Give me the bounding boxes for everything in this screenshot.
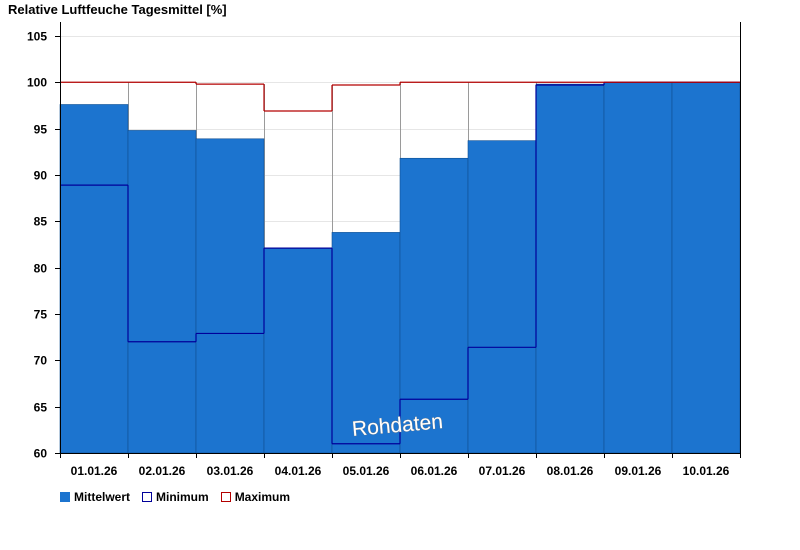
bar-mittelwert (671, 81, 741, 454)
x-tick-label: 02.01.26 (139, 464, 186, 478)
legend-label-mittelwert: Mittelwert (74, 490, 131, 504)
bar-mittelwert (467, 140, 537, 454)
x-tick-label: 07.01.26 (479, 464, 526, 478)
x-tick-label: 10.01.26 (683, 464, 730, 478)
y-tick-labels: 60 65 70 75 80 85 90 95 100 105 (27, 30, 47, 461)
bar-mittelwert (195, 138, 265, 454)
bar-mittelwert (263, 247, 333, 454)
legend-swatch-minimum (142, 492, 153, 502)
legend-label-maximum: Maximum (234, 490, 291, 504)
legend-label-minimum: Minimum (156, 490, 209, 504)
legend-swatch-maximum (220, 492, 231, 502)
legend: Mittelwert Minimum Maximum (60, 490, 290, 504)
bar-mittelwert (399, 157, 469, 454)
x-tick-label: 05.01.26 (343, 464, 390, 478)
legend-item-mittelwert: Mittelwert (60, 490, 130, 504)
y-tick-label: 70 (34, 354, 48, 368)
bar-mittelwert (603, 81, 673, 454)
bar-mittelwert (59, 104, 129, 454)
x-tick-label: 06.01.26 (411, 464, 458, 478)
bar-mittelwert (535, 83, 605, 454)
chart-title: Relative Luftfeuche Tagesmittel [%] (8, 2, 227, 17)
bar-mittelwert (127, 130, 197, 454)
y-tick-label: 105 (27, 30, 47, 44)
y-tick-label: 90 (34, 169, 48, 183)
y-tick-label: 85 (34, 215, 48, 229)
y-tick-label: 100 (27, 76, 47, 90)
x-tick-label: 04.01.26 (275, 464, 322, 478)
y-tick-label: 65 (34, 401, 48, 415)
min-max-lines (60, 81, 740, 445)
legend-swatch-mittelwert (60, 492, 70, 502)
bar-mittelwert (331, 232, 401, 454)
y-tick-label: 60 (34, 447, 48, 461)
y-tick-label: 75 (34, 308, 48, 322)
x-tick-label: 01.01.26 (71, 464, 118, 478)
x-tick-label: 08.01.26 (547, 464, 594, 478)
x-tick-label: 09.01.26 (615, 464, 662, 478)
legend-item-minimum: Minimum (142, 490, 209, 504)
y-tick-label: 95 (34, 123, 48, 137)
bars (59, 81, 741, 454)
axes (55, 22, 741, 458)
x-tick-labels: 01.01.26 02.01.26 03.01.26 04.01.26 05.01.26… (71, 464, 730, 478)
y-tick-label: 80 (34, 262, 48, 276)
x-tick-label: 03.01.26 (207, 464, 254, 478)
legend-item-maximum: Maximum (220, 490, 291, 504)
